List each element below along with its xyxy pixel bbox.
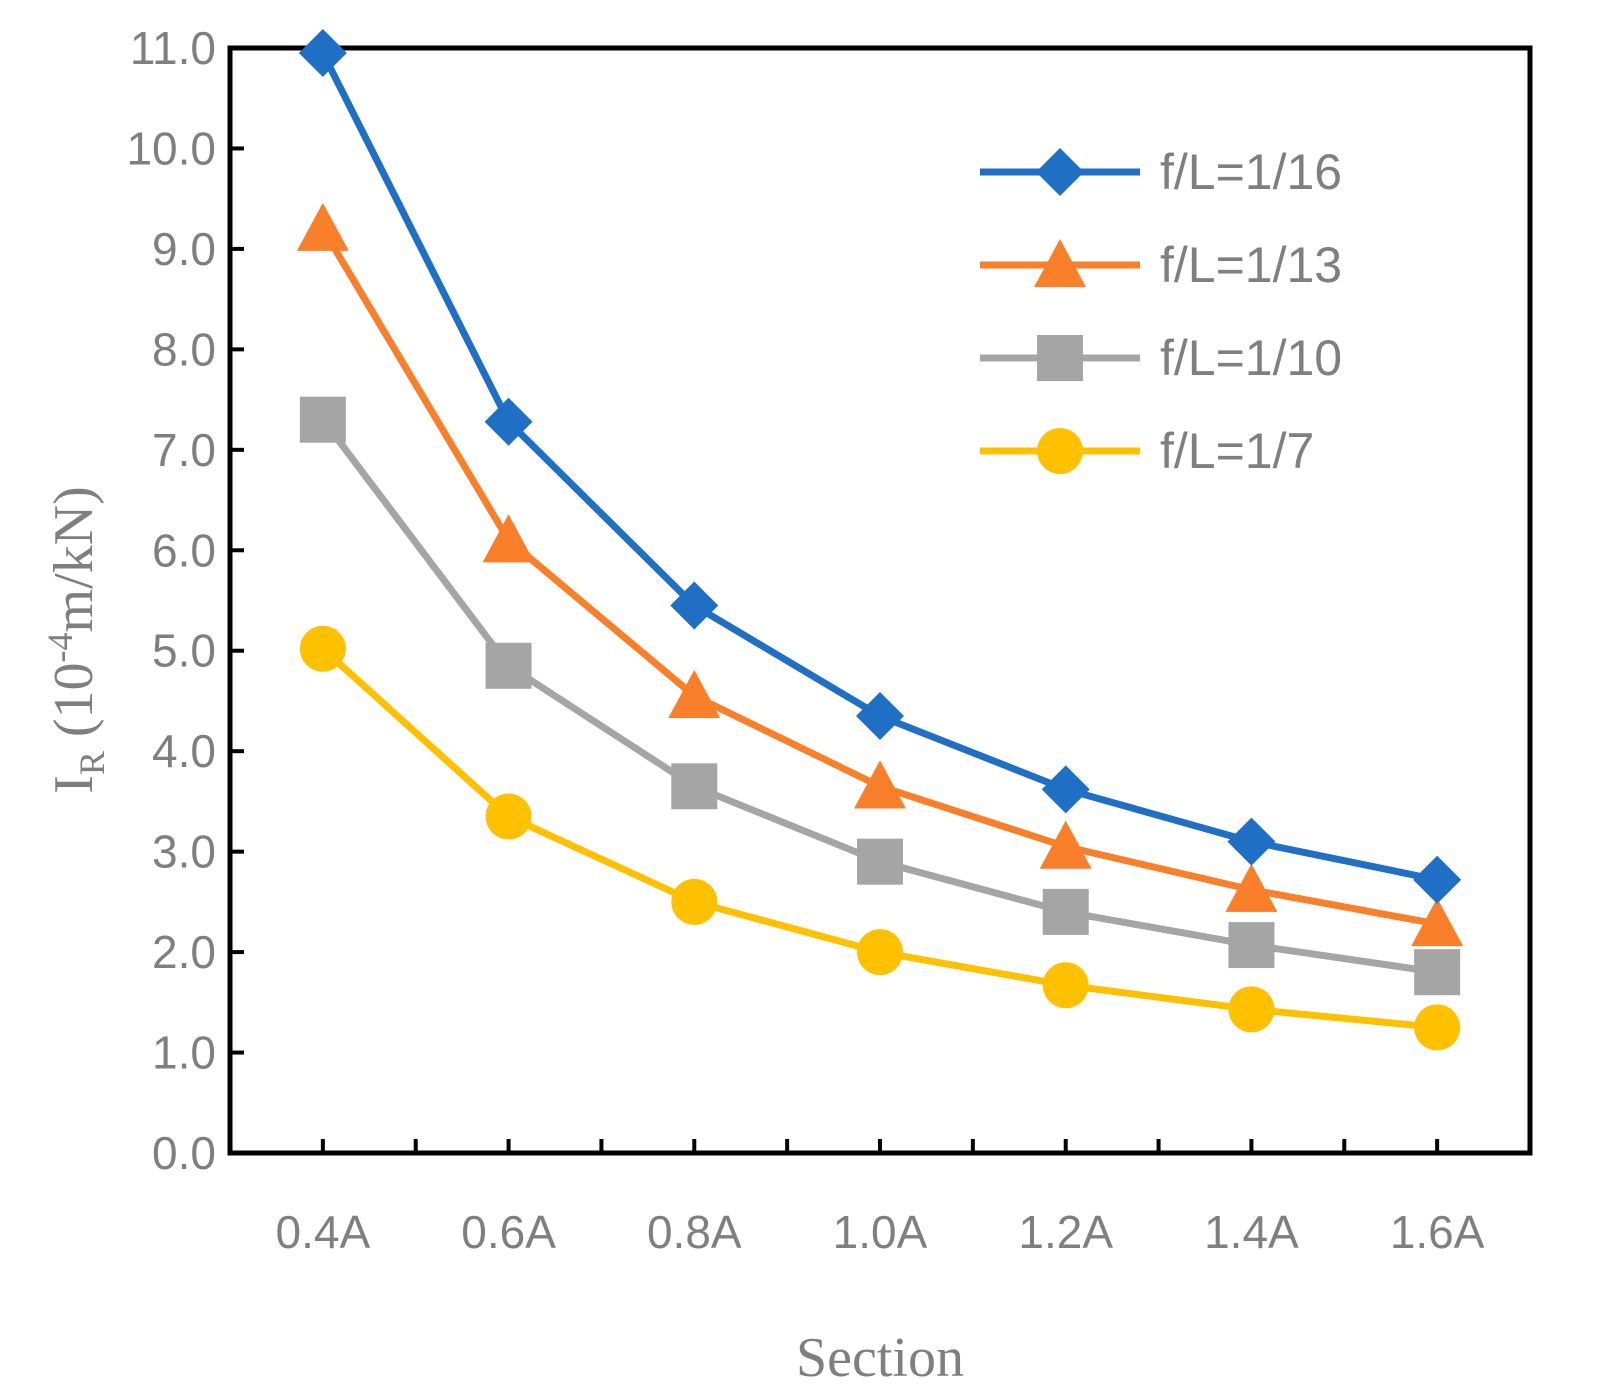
data-point — [854, 760, 906, 809]
data-point — [1042, 888, 1089, 935]
legend-item: f/L=1/16 — [980, 144, 1342, 200]
y-tick-label: 5.0 — [152, 625, 216, 677]
data-point — [482, 514, 535, 563]
data-point — [1041, 765, 1090, 814]
data-point — [1228, 986, 1275, 1033]
y-tick-label: 10.0 — [126, 122, 216, 174]
y-tick-label: 1.0 — [152, 1027, 216, 1079]
legend-item: f/L=1/7 — [980, 423, 1314, 479]
data-point — [296, 202, 349, 251]
legend-marker — [1037, 335, 1083, 381]
legend-item: f/L=1/10 — [980, 330, 1342, 386]
y-tick-label: 7.0 — [152, 424, 216, 476]
y-tick-label: 8.0 — [152, 323, 216, 375]
series-layer — [296, 29, 1464, 1051]
data-point — [1227, 817, 1276, 866]
x-tick-label: 1.0A — [833, 1206, 928, 1258]
x-axis-title: Section — [796, 1327, 964, 1389]
series-f/L=1/16 — [298, 29, 1462, 904]
plot-border — [227, 45, 1533, 1156]
y-tick-label: 11.0 — [130, 22, 216, 74]
data-point — [1039, 820, 1092, 869]
data-point — [1042, 962, 1089, 1009]
series-f/L=1/7 — [299, 625, 1461, 1051]
data-point — [670, 581, 719, 630]
legend-label: f/L=1/10 — [1160, 330, 1342, 386]
y-axis-title-sup: -4 — [40, 632, 80, 662]
data-point — [1228, 922, 1275, 969]
y-axis-title-sub: R — [72, 751, 112, 775]
legend-item: f/L=1/13 — [980, 237, 1342, 293]
legend-marker — [1034, 239, 1086, 288]
legend-label: f/L=1/7 — [1160, 423, 1314, 479]
x-tick-label: 0.4A — [276, 1206, 371, 1258]
y-tick-label: 4.0 — [152, 725, 216, 777]
legend-marker — [1037, 428, 1083, 474]
legend-marker — [1036, 148, 1084, 196]
x-tick-label: 1.4A — [1204, 1206, 1299, 1258]
data-point — [1413, 855, 1462, 904]
data-point — [1414, 949, 1461, 996]
data-point — [857, 838, 903, 885]
data-point — [1225, 863, 1278, 912]
data-point — [671, 878, 718, 925]
y-tick-label: 6.0 — [152, 524, 216, 576]
x-tick-label: 1.2A — [1018, 1206, 1113, 1258]
y-tick-label: 9.0 — [152, 223, 216, 275]
data-point — [299, 625, 346, 672]
x-tick-label: 0.8A — [647, 1206, 742, 1258]
data-point — [1414, 1004, 1461, 1051]
y-tick-label: 2.0 — [152, 926, 216, 978]
x-tick-label: 0.6A — [461, 1206, 556, 1258]
y-tick-label: 0.0 — [152, 1127, 216, 1179]
data-point — [485, 793, 532, 840]
data-point — [1411, 897, 1464, 947]
y-axis-title-main: I — [43, 775, 105, 794]
data-point — [298, 29, 347, 78]
legend: f/L=1/16 f/L=1/13 f/L=1/10 f/L=1/7 — [980, 144, 1342, 479]
data-point — [857, 929, 903, 976]
series-f/L=1/10 — [299, 396, 1461, 996]
data-point — [485, 642, 532, 689]
data-point — [484, 397, 533, 446]
x-tick-label: 1.6A — [1390, 1206, 1485, 1258]
y-tick-label: 3.0 — [152, 826, 216, 878]
plot-frame — [227, 45, 1533, 1156]
data-point — [856, 692, 904, 741]
data-point — [299, 396, 346, 443]
data-point — [668, 669, 721, 719]
y-axis: 0.0 1.0 2.0 3.0 4.0 5.0 6.0 7.0 8.0 9.0 10.0 11.0 — [126, 22, 244, 1179]
data-point — [671, 763, 718, 810]
legend-label: f/L=1/13 — [1160, 237, 1342, 293]
y-axis-title-open: (10 — [43, 662, 105, 751]
legend-label: f/L=1/16 — [1160, 144, 1342, 200]
y-axis-title-unit: m/kN) — [43, 486, 105, 632]
x-axis: 0.4A 0.6A 0.8A 1.0A 1.2A 1.4A 1.6A — [276, 1139, 1485, 1258]
y-axis-title: IR (10-4m/kN) — [40, 486, 112, 794]
series-f/L=1/13 — [296, 202, 1464, 947]
